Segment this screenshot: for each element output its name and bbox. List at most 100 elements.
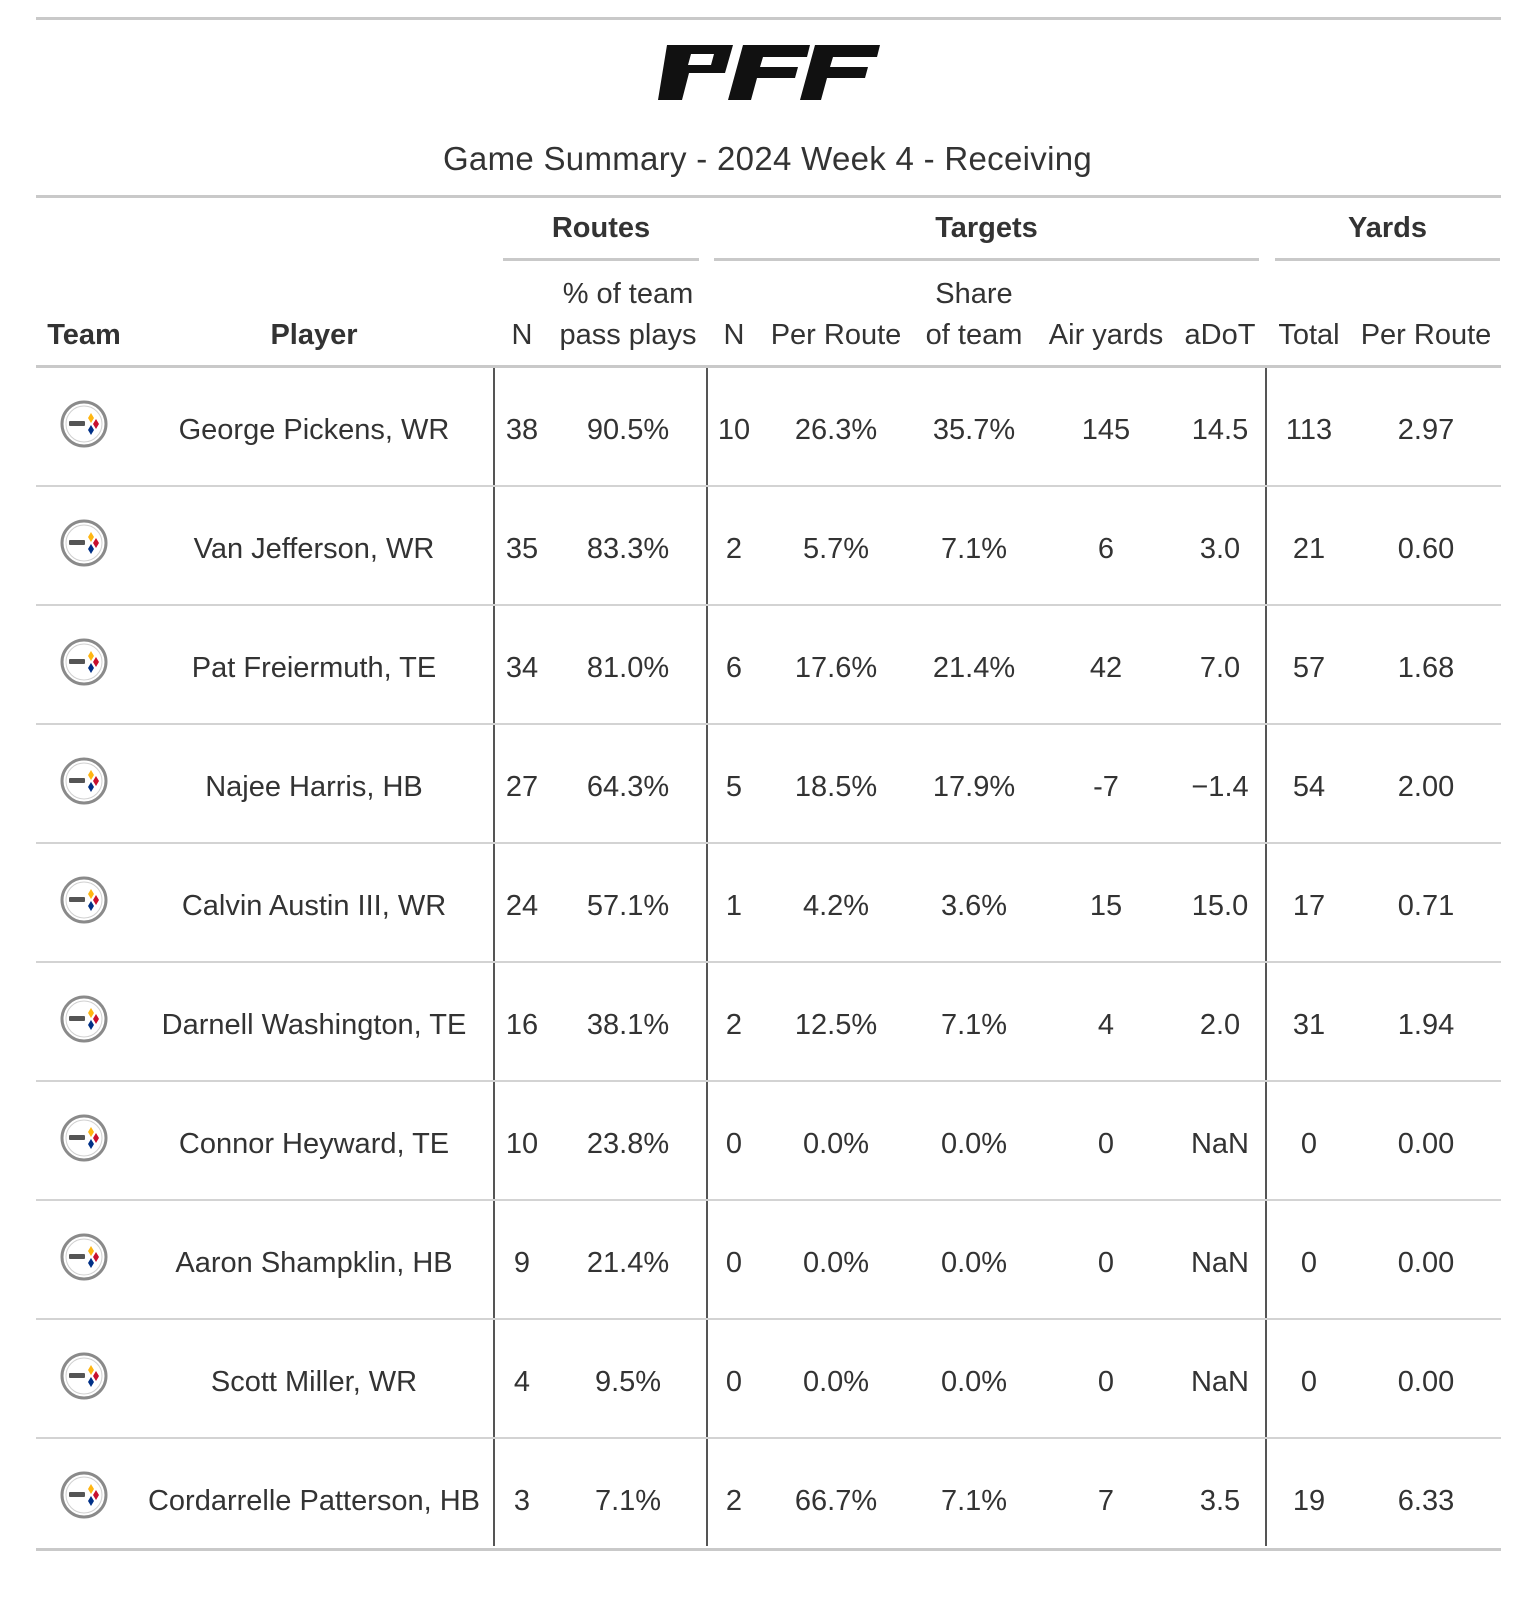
cell-share: 0.0% (940, 1366, 1008, 1398)
cell-share: 21.4% (932, 652, 1016, 684)
cell-adot: 3.5 (1199, 1485, 1241, 1517)
steelers-logo-icon (60, 1233, 108, 1281)
header-player: Player (270, 319, 358, 351)
steelers-logo-icon (60, 1471, 108, 1519)
cell-targets-per-route: 0.0% (802, 1128, 870, 1160)
spanner-targets-line (714, 258, 1259, 261)
cell-yards-per-route: 2.00 (1397, 771, 1455, 803)
cell-targets-n: 0 (725, 1128, 743, 1160)
cell-routes-pct: 23.8% (586, 1128, 670, 1160)
cell-adot: NaN (1190, 1128, 1249, 1160)
cell-yards-total: 54 (1292, 771, 1326, 803)
cell-targets-per-route: 66.7% (794, 1485, 878, 1517)
cell-targets-n: 6 (725, 652, 743, 684)
table-row: George Pickens, WR 38 90.5% 10 26.3% 35.… (36, 368, 1501, 487)
cell-yards-per-route: 6.33 (1397, 1485, 1455, 1517)
cell-routes-pct: 9.5% (594, 1366, 662, 1398)
table-row: Darnell Washington, TE 16 38.1% 2 12.5% … (36, 963, 1501, 1082)
header-share-line2: of team (925, 319, 1023, 351)
cell-air-yards: 0 (1097, 1128, 1115, 1160)
cell-targets-per-route: 26.3% (794, 414, 878, 446)
cell-player: Calvin Austin III, WR (181, 890, 447, 922)
cell-routes-n: 34 (505, 652, 539, 684)
cell-yards-per-route: 1.68 (1397, 652, 1455, 684)
cell-air-yards: 42 (1089, 652, 1123, 684)
top-rule (36, 17, 1501, 20)
header-yards-total: Total (1278, 319, 1340, 351)
cell-yards-per-route: 2.97 (1397, 414, 1455, 446)
cell-player: Pat Freiermuth, TE (191, 652, 437, 684)
spanner-yards-line (1275, 258, 1500, 261)
cell-yards-total: 0 (1300, 1128, 1318, 1160)
cell-share: 7.1% (940, 1485, 1008, 1517)
cell-adot: −1.4 (1191, 771, 1249, 803)
cell-yards-per-route: 0.00 (1397, 1128, 1455, 1160)
cell-player: Najee Harris, HB (205, 771, 423, 803)
cell-share: 0.0% (940, 1247, 1008, 1279)
table-row: Pat Freiermuth, TE 34 81.0% 6 17.6% 21.4… (36, 606, 1501, 725)
title-rule (36, 195, 1501, 198)
cell-targets-n: 5 (725, 771, 743, 803)
cell-adot: 15.0 (1191, 890, 1249, 922)
header-routes-pct-line2: pass plays (559, 319, 697, 351)
cell-routes-n: 24 (505, 890, 539, 922)
cell-targets-n: 0 (725, 1366, 743, 1398)
cell-air-yards: 7 (1097, 1485, 1115, 1517)
cell-air-yards: 6 (1097, 533, 1115, 565)
cell-targets-n: 1 (725, 890, 743, 922)
cell-routes-n: 35 (505, 533, 539, 565)
table-row: Aaron Shampklin, HB 9 21.4% 0 0.0% 0.0% … (36, 1201, 1501, 1320)
header-air-yards: Air yards (1048, 319, 1164, 351)
cell-share: 3.6% (940, 890, 1008, 922)
spanner-targets: Targets (935, 212, 1038, 244)
cell-air-yards: 4 (1097, 1009, 1115, 1041)
cell-routes-n: 10 (505, 1128, 539, 1160)
steelers-logo-icon (60, 757, 108, 805)
steelers-logo-icon (60, 1352, 108, 1400)
cell-yards-per-route: 0.71 (1397, 890, 1455, 922)
cell-air-yards: 15 (1089, 890, 1123, 922)
cell-player: Darnell Washington, TE (161, 1009, 467, 1041)
cell-targets-per-route: 18.5% (794, 771, 878, 803)
table-row: Connor Heyward, TE 10 23.8% 0 0.0% 0.0% … (36, 1082, 1501, 1201)
cell-yards-total: 21 (1292, 533, 1326, 565)
steelers-logo-icon (60, 995, 108, 1043)
pff-logo (658, 45, 880, 100)
cell-targets-n: 0 (725, 1247, 743, 1279)
cell-adot: NaN (1190, 1366, 1249, 1398)
table-row: Calvin Austin III, WR 24 57.1% 1 4.2% 3.… (36, 844, 1501, 963)
cell-routes-pct: 81.0% (586, 652, 670, 684)
spanner-yards: Yards (1348, 212, 1427, 244)
cell-air-yards: 145 (1081, 414, 1131, 446)
cell-player: Aaron Shampklin, HB (175, 1247, 453, 1279)
cell-routes-pct: 57.1% (586, 890, 670, 922)
cell-routes-n: 27 (505, 771, 539, 803)
cell-share: 0.0% (940, 1128, 1008, 1160)
header-rule (36, 365, 1501, 368)
header-yards-per-route: Per Route (1360, 319, 1492, 351)
cell-player: Connor Heyward, TE (178, 1128, 450, 1160)
cell-player: Van Jefferson, WR (193, 533, 435, 565)
cell-air-yards: 0 (1097, 1366, 1115, 1398)
cell-routes-pct: 64.3% (586, 771, 670, 803)
cell-yards-total: 19 (1292, 1485, 1326, 1517)
steelers-logo-icon (60, 876, 108, 924)
cell-air-yards: 0 (1097, 1247, 1115, 1279)
divider-routes (493, 368, 495, 1546)
cell-yards-total: 57 (1292, 652, 1326, 684)
cell-targets-per-route: 17.6% (794, 652, 878, 684)
cell-routes-pct: 21.4% (586, 1247, 670, 1279)
cell-yards-per-route: 0.60 (1397, 533, 1455, 565)
cell-player: Scott Miller, WR (210, 1366, 418, 1398)
header-targets-per-route: Per Route (770, 319, 902, 351)
divider-yards (1265, 368, 1267, 1546)
cell-adot: 2.0 (1199, 1009, 1241, 1041)
header-adot: aDoT (1184, 319, 1256, 351)
table-title: Game Summary - 2024 Week 4 - Receiving (442, 140, 1093, 177)
cell-share: 7.1% (940, 533, 1008, 565)
header-targets-n: N (723, 319, 745, 351)
table-row: Cordarrelle Patterson, HB 3 7.1% 2 66.7%… (36, 1439, 1501, 1556)
cell-routes-pct: 83.3% (586, 533, 670, 565)
cell-targets-n: 2 (725, 1009, 743, 1041)
cell-player: Cordarrelle Patterson, HB (147, 1485, 481, 1517)
